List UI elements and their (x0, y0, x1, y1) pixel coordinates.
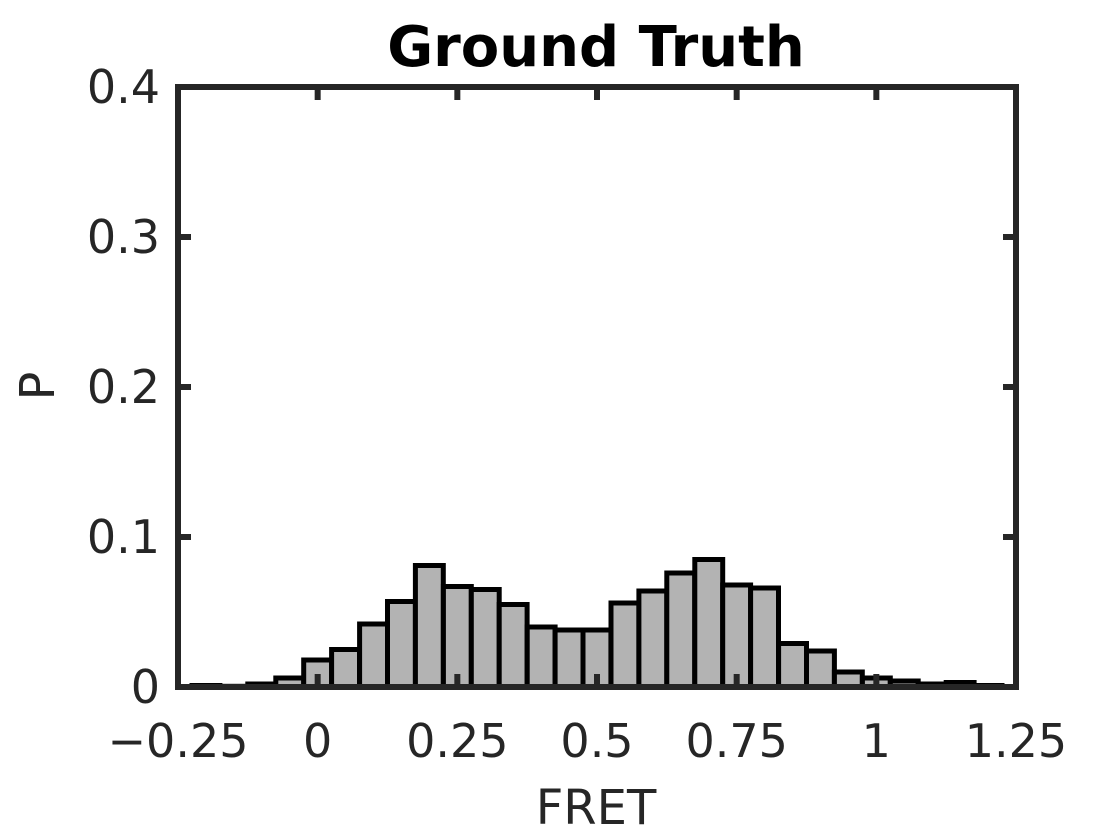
axes-frame (175, 84, 1019, 690)
y-axis-label: P (10, 372, 66, 401)
histogram-bar (776, 641, 809, 690)
histogram-bar (804, 648, 837, 690)
histogram-bar (440, 584, 474, 690)
y-tick-label: 0.1 (87, 510, 160, 564)
histogram-bar (329, 647, 363, 690)
x-tick-label: 0 (303, 714, 332, 768)
histogram-bar (692, 557, 726, 690)
histogram-bar (357, 621, 391, 690)
x-axis-label: FRET (536, 780, 657, 836)
histogram-bar (636, 588, 670, 690)
histogram-bar (412, 563, 446, 690)
histogram-bar (748, 585, 781, 690)
x-tick-label: 0.5 (560, 714, 633, 768)
x-tick-label: 1.25 (965, 714, 1067, 768)
histogram-bar (496, 602, 530, 690)
chart-title: Ground Truth (387, 15, 805, 80)
y-tick-label: 0.4 (87, 60, 160, 114)
histogram-bar (552, 627, 586, 690)
y-tick-label: 0.3 (87, 210, 160, 264)
y-tick-labels: 0 0.1 0.2 0.3 0.4 (87, 60, 160, 714)
histogram-bar (720, 582, 754, 690)
histogram-bar (524, 624, 558, 690)
y-tick-label: 0 (131, 660, 160, 714)
histogram-bar (468, 587, 502, 690)
x-tick-label: 0.75 (685, 714, 787, 768)
x-tick-labels: −0.25 0 0.25 0.5 0.75 1 1.25 (108, 714, 1068, 768)
x-tick-label: 1 (862, 714, 891, 768)
bars-group (189, 557, 1005, 690)
x-tick-label: −0.25 (108, 714, 249, 768)
histogram-bar (385, 599, 418, 690)
histogram-bar (608, 600, 642, 690)
y-tick-label: 0.2 (87, 360, 160, 414)
x-tick-label: 0.25 (406, 714, 508, 768)
histogram-bar (664, 570, 698, 690)
ticks-group (175, 84, 1019, 690)
